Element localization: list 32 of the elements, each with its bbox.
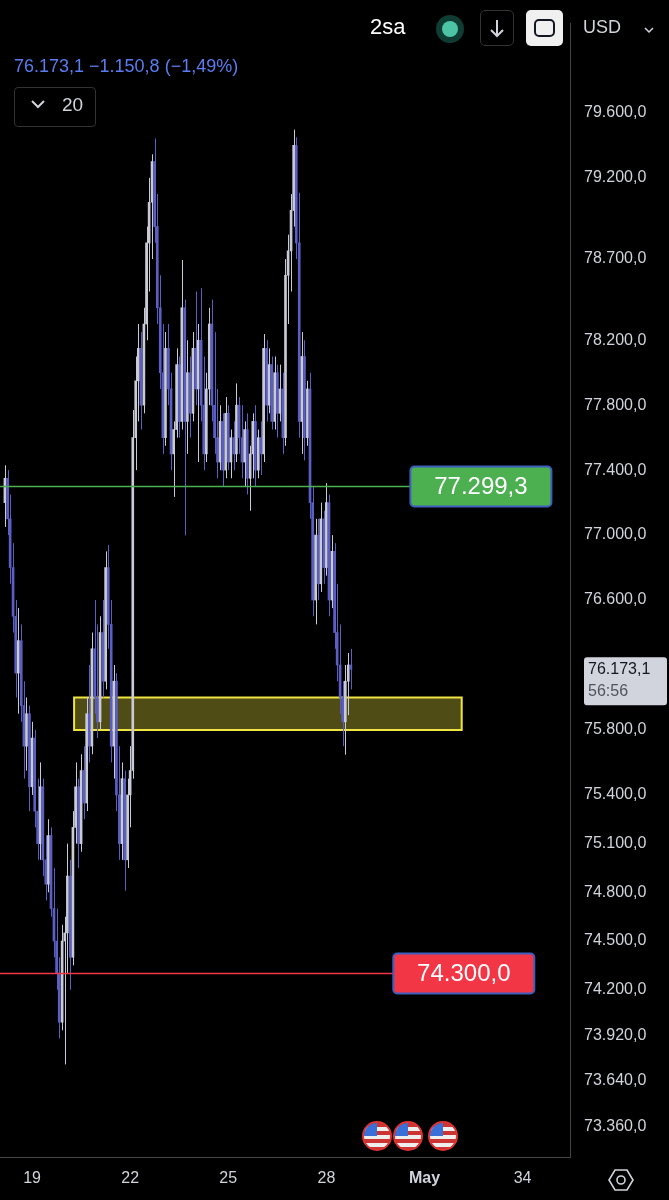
y-tick-label: 78.700,0 [584,249,647,267]
text: USD [583,17,622,38]
x-tick-label: 28 [317,1169,336,1187]
y-tick-label: 77.400,0 [584,460,647,478]
y-tick-label: 77.800,0 [584,395,647,413]
x-tick-label: 19 [23,1169,42,1187]
y-tick-label: 75.400,0 [584,785,647,803]
text: 76.173,1 [588,659,651,677]
y-tick-label: 75.800,0 [584,720,647,738]
x-tick-label: May [408,1169,441,1187]
y-tick-label: 79.200,0 [584,168,647,186]
ref-line-label: 77.299,3 [434,472,528,500]
y-tick-label: 73.360,0 [584,1116,647,1134]
ref-line-label: 74.300,0 [417,959,511,987]
y-tick-label: 74.800,0 [584,882,647,900]
y-tick-label: 76.600,0 [584,590,647,608]
y-tick-label: 77.000,0 [584,525,647,543]
y-tick-label: 78.200,0 [584,330,647,348]
annotation: 76.173,1 −1.150,8 (−1,49%) [14,56,239,77]
y-tick-label: 79.600,0 [584,103,647,121]
y-tick-label: 75.100,0 [584,834,647,852]
annotation: 20 [62,94,84,116]
x-tick-label: 25 [219,1169,238,1187]
y-tick-label: 74.200,0 [584,980,647,998]
y-tick-label: 73.640,0 [584,1071,647,1089]
x-tick-label: 22 [121,1169,140,1187]
y-tick-label: 74.500,0 [584,931,647,949]
annotation: 2sa [370,14,406,40]
candlestick [232,420,236,471]
text: 56:56 [588,681,629,699]
x-tick-label: 34 [513,1169,532,1187]
y-tick-label: 73.920,0 [584,1025,647,1043]
